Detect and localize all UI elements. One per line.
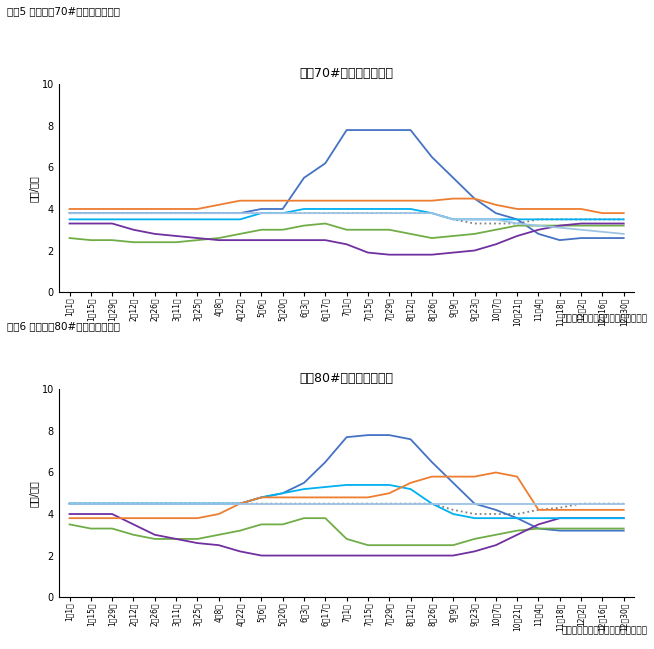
Y-axis label: （元/斤）: （元/斤） bbox=[29, 175, 39, 202]
Title: 洛川70#半商品价格走势: 洛川70#半商品价格走势 bbox=[300, 67, 394, 80]
Y-axis label: （元/斤）: （元/斤） bbox=[29, 480, 39, 507]
Legend: 2018年, 2019年, 2020年, 2021年, 2022年, 2023年, 2024年: 2018年, 2019年, 2020年, 2021年, 2022年, 2023年… bbox=[147, 417, 546, 434]
Text: 图表6 栖霞纸袋80#一二级均价走势: 图表6 栖霞纸袋80#一二级均价走势 bbox=[7, 321, 120, 331]
Text: 数据来源：我的农产品网、国元期货: 数据来源：我的农产品网、国元期货 bbox=[562, 315, 647, 324]
Title: 栖霞80#一二级价格走势: 栖霞80#一二级价格走势 bbox=[300, 373, 394, 386]
Text: 图表5 洛川纸袋70#半商品均价走势: 图表5 洛川纸袋70#半商品均价走势 bbox=[7, 6, 120, 16]
Text: 数据来源：我的农产品网、国元期货: 数据来源：我的农产品网、国元期货 bbox=[562, 626, 647, 635]
